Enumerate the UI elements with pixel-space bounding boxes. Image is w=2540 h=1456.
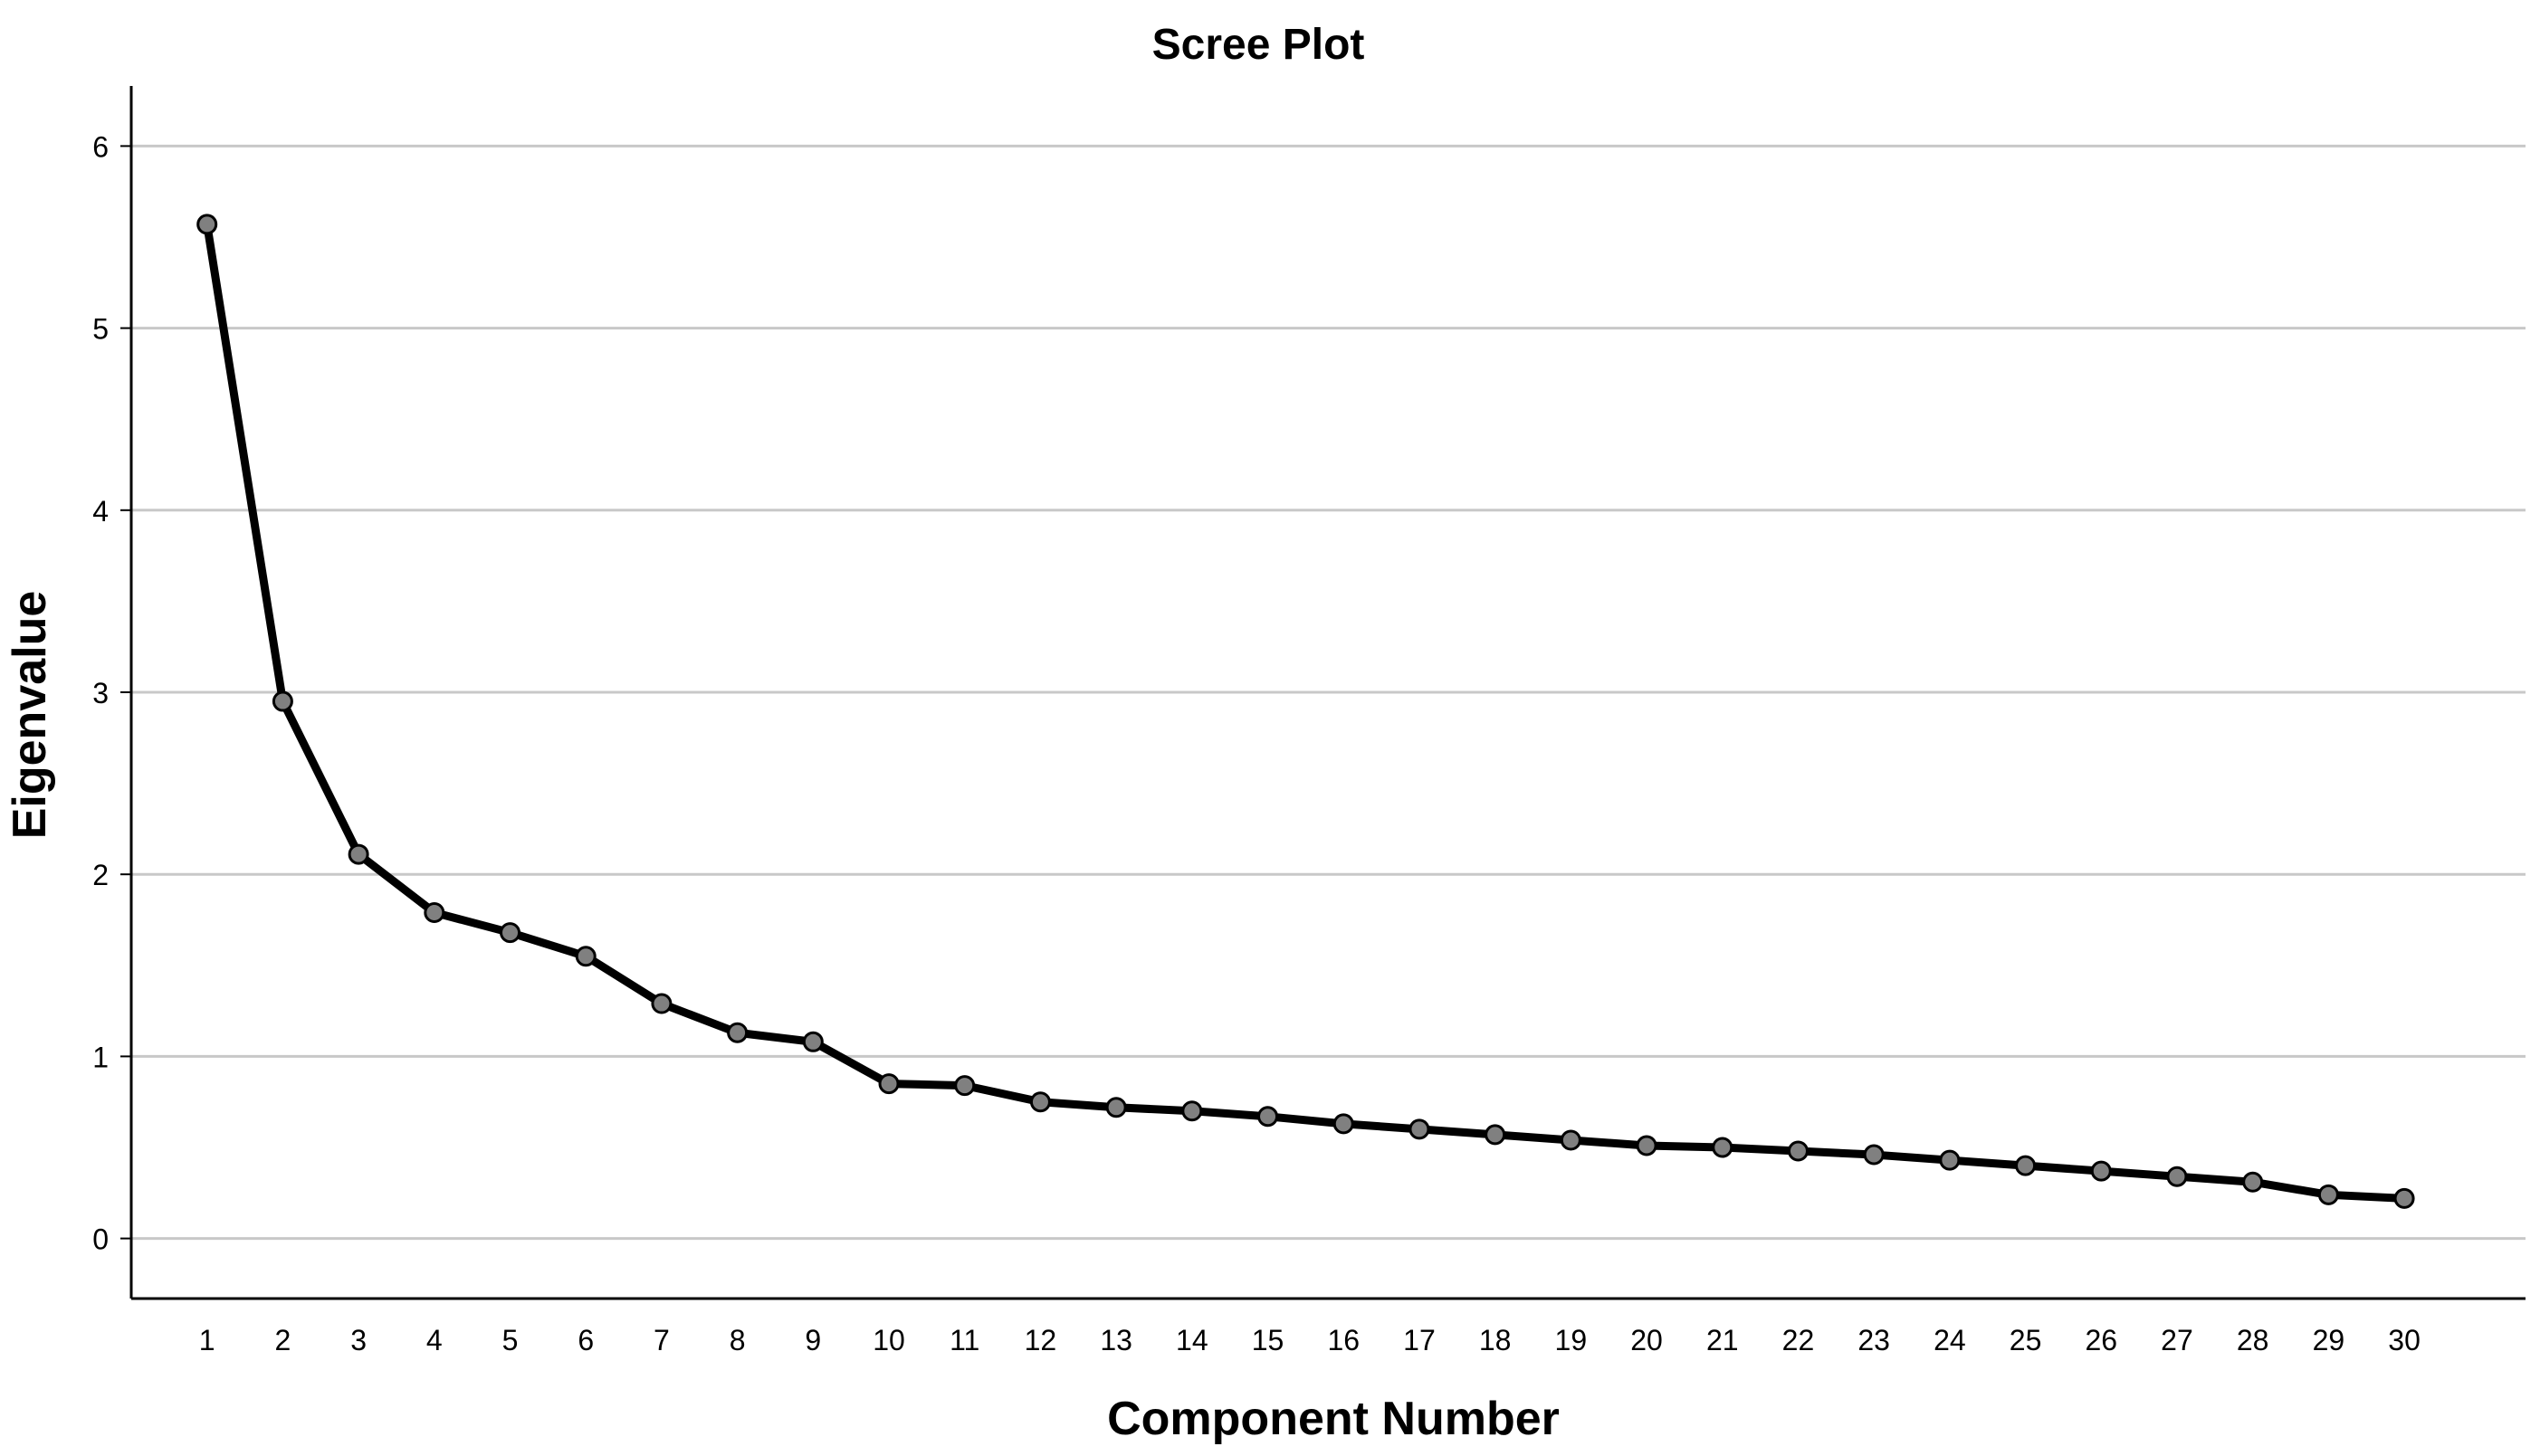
y-tick-label: 4	[92, 495, 109, 528]
y-axis-title: Eigenvalue	[4, 591, 56, 840]
x-tick-label: 22	[1782, 1324, 1815, 1356]
x-tick-label: 6	[578, 1324, 594, 1356]
y-tick-label: 0	[92, 1223, 109, 1256]
data-point	[1787, 1140, 1809, 1162]
x-tick-label: 26	[2085, 1324, 2117, 1356]
data-point	[500, 922, 521, 944]
data-point	[1408, 1118, 1430, 1140]
x-tick-label: 28	[2237, 1324, 2269, 1356]
x-axis-title: Component Number	[1107, 1393, 1560, 1445]
data-point	[2242, 1171, 2264, 1193]
data-point	[1485, 1124, 1506, 1146]
data-point	[424, 901, 445, 923]
data-point	[651, 993, 673, 1014]
x-tick-label: 14	[1176, 1324, 1208, 1356]
x-tick-label: 1	[199, 1324, 215, 1356]
data-point	[1332, 1113, 1354, 1135]
y-tick-label: 3	[92, 677, 109, 709]
x-tick-label: 29	[2313, 1324, 2345, 1356]
x-tick-label: 19	[1555, 1324, 1588, 1356]
x-tick-label: 18	[1479, 1324, 1512, 1356]
data-point	[802, 1031, 824, 1052]
x-tick-label: 9	[805, 1324, 821, 1356]
data-point	[2090, 1160, 2112, 1182]
x-tick-label: 21	[1706, 1324, 1739, 1356]
x-tick-label: 2	[275, 1324, 291, 1356]
y-tick-label: 6	[92, 130, 109, 163]
data-point	[1105, 1097, 1127, 1118]
x-tick-label: 30	[2388, 1324, 2421, 1356]
x-tick-label: 15	[1252, 1324, 1284, 1356]
data-point	[1029, 1091, 1051, 1113]
eigenvalue-line	[203, 220, 2409, 1203]
data-point	[1257, 1106, 1279, 1128]
x-tick-label: 5	[502, 1324, 519, 1356]
x-tick-label: 11	[950, 1324, 979, 1356]
data-point	[348, 843, 369, 865]
data-point	[2393, 1187, 2415, 1209]
data-point	[954, 1075, 976, 1097]
chart-title: Scree Plot	[1152, 21, 1365, 69]
x-tick-label: 20	[1630, 1324, 1663, 1356]
x-tick-label: 25	[2010, 1324, 2042, 1356]
data-point	[1712, 1137, 1733, 1158]
data-point	[727, 1022, 749, 1043]
series-layer	[196, 214, 2415, 1209]
data-point	[1863, 1144, 1885, 1166]
x-tick-label: 13	[1100, 1324, 1132, 1356]
x-tick-label: 8	[730, 1324, 746, 1356]
data-point	[878, 1073, 900, 1095]
x-tick-label: 10	[873, 1324, 905, 1356]
data-point	[2015, 1155, 2037, 1176]
x-tick-label: 16	[1327, 1324, 1360, 1356]
data-point	[575, 946, 597, 967]
data-point	[1560, 1129, 1581, 1151]
data-point	[272, 690, 293, 712]
data-point	[2317, 1184, 2339, 1205]
x-tick-label: 24	[1934, 1324, 1966, 1356]
grid-layer	[131, 144, 2526, 1241]
data-point	[196, 214, 218, 235]
x-tick-label: 3	[350, 1324, 367, 1356]
y-tick-label: 2	[92, 859, 109, 891]
x-tick-label: 23	[1857, 1324, 1890, 1356]
data-point	[1181, 1100, 1203, 1122]
data-point	[1939, 1149, 1961, 1171]
x-tick-label: 12	[1025, 1324, 1057, 1356]
y-tick-label: 5	[92, 313, 109, 346]
y-tick-label: 1	[92, 1041, 109, 1073]
x-tick-label: 7	[654, 1324, 670, 1356]
x-tick-label: 4	[426, 1324, 443, 1356]
data-point	[1636, 1135, 1657, 1156]
x-tick-label: 27	[2161, 1324, 2193, 1356]
label-layer: Scree Plot Component Number Eigenvalue	[4, 21, 1560, 1445]
x-tick-label: 17	[1403, 1324, 1436, 1356]
data-point	[2166, 1166, 2188, 1187]
